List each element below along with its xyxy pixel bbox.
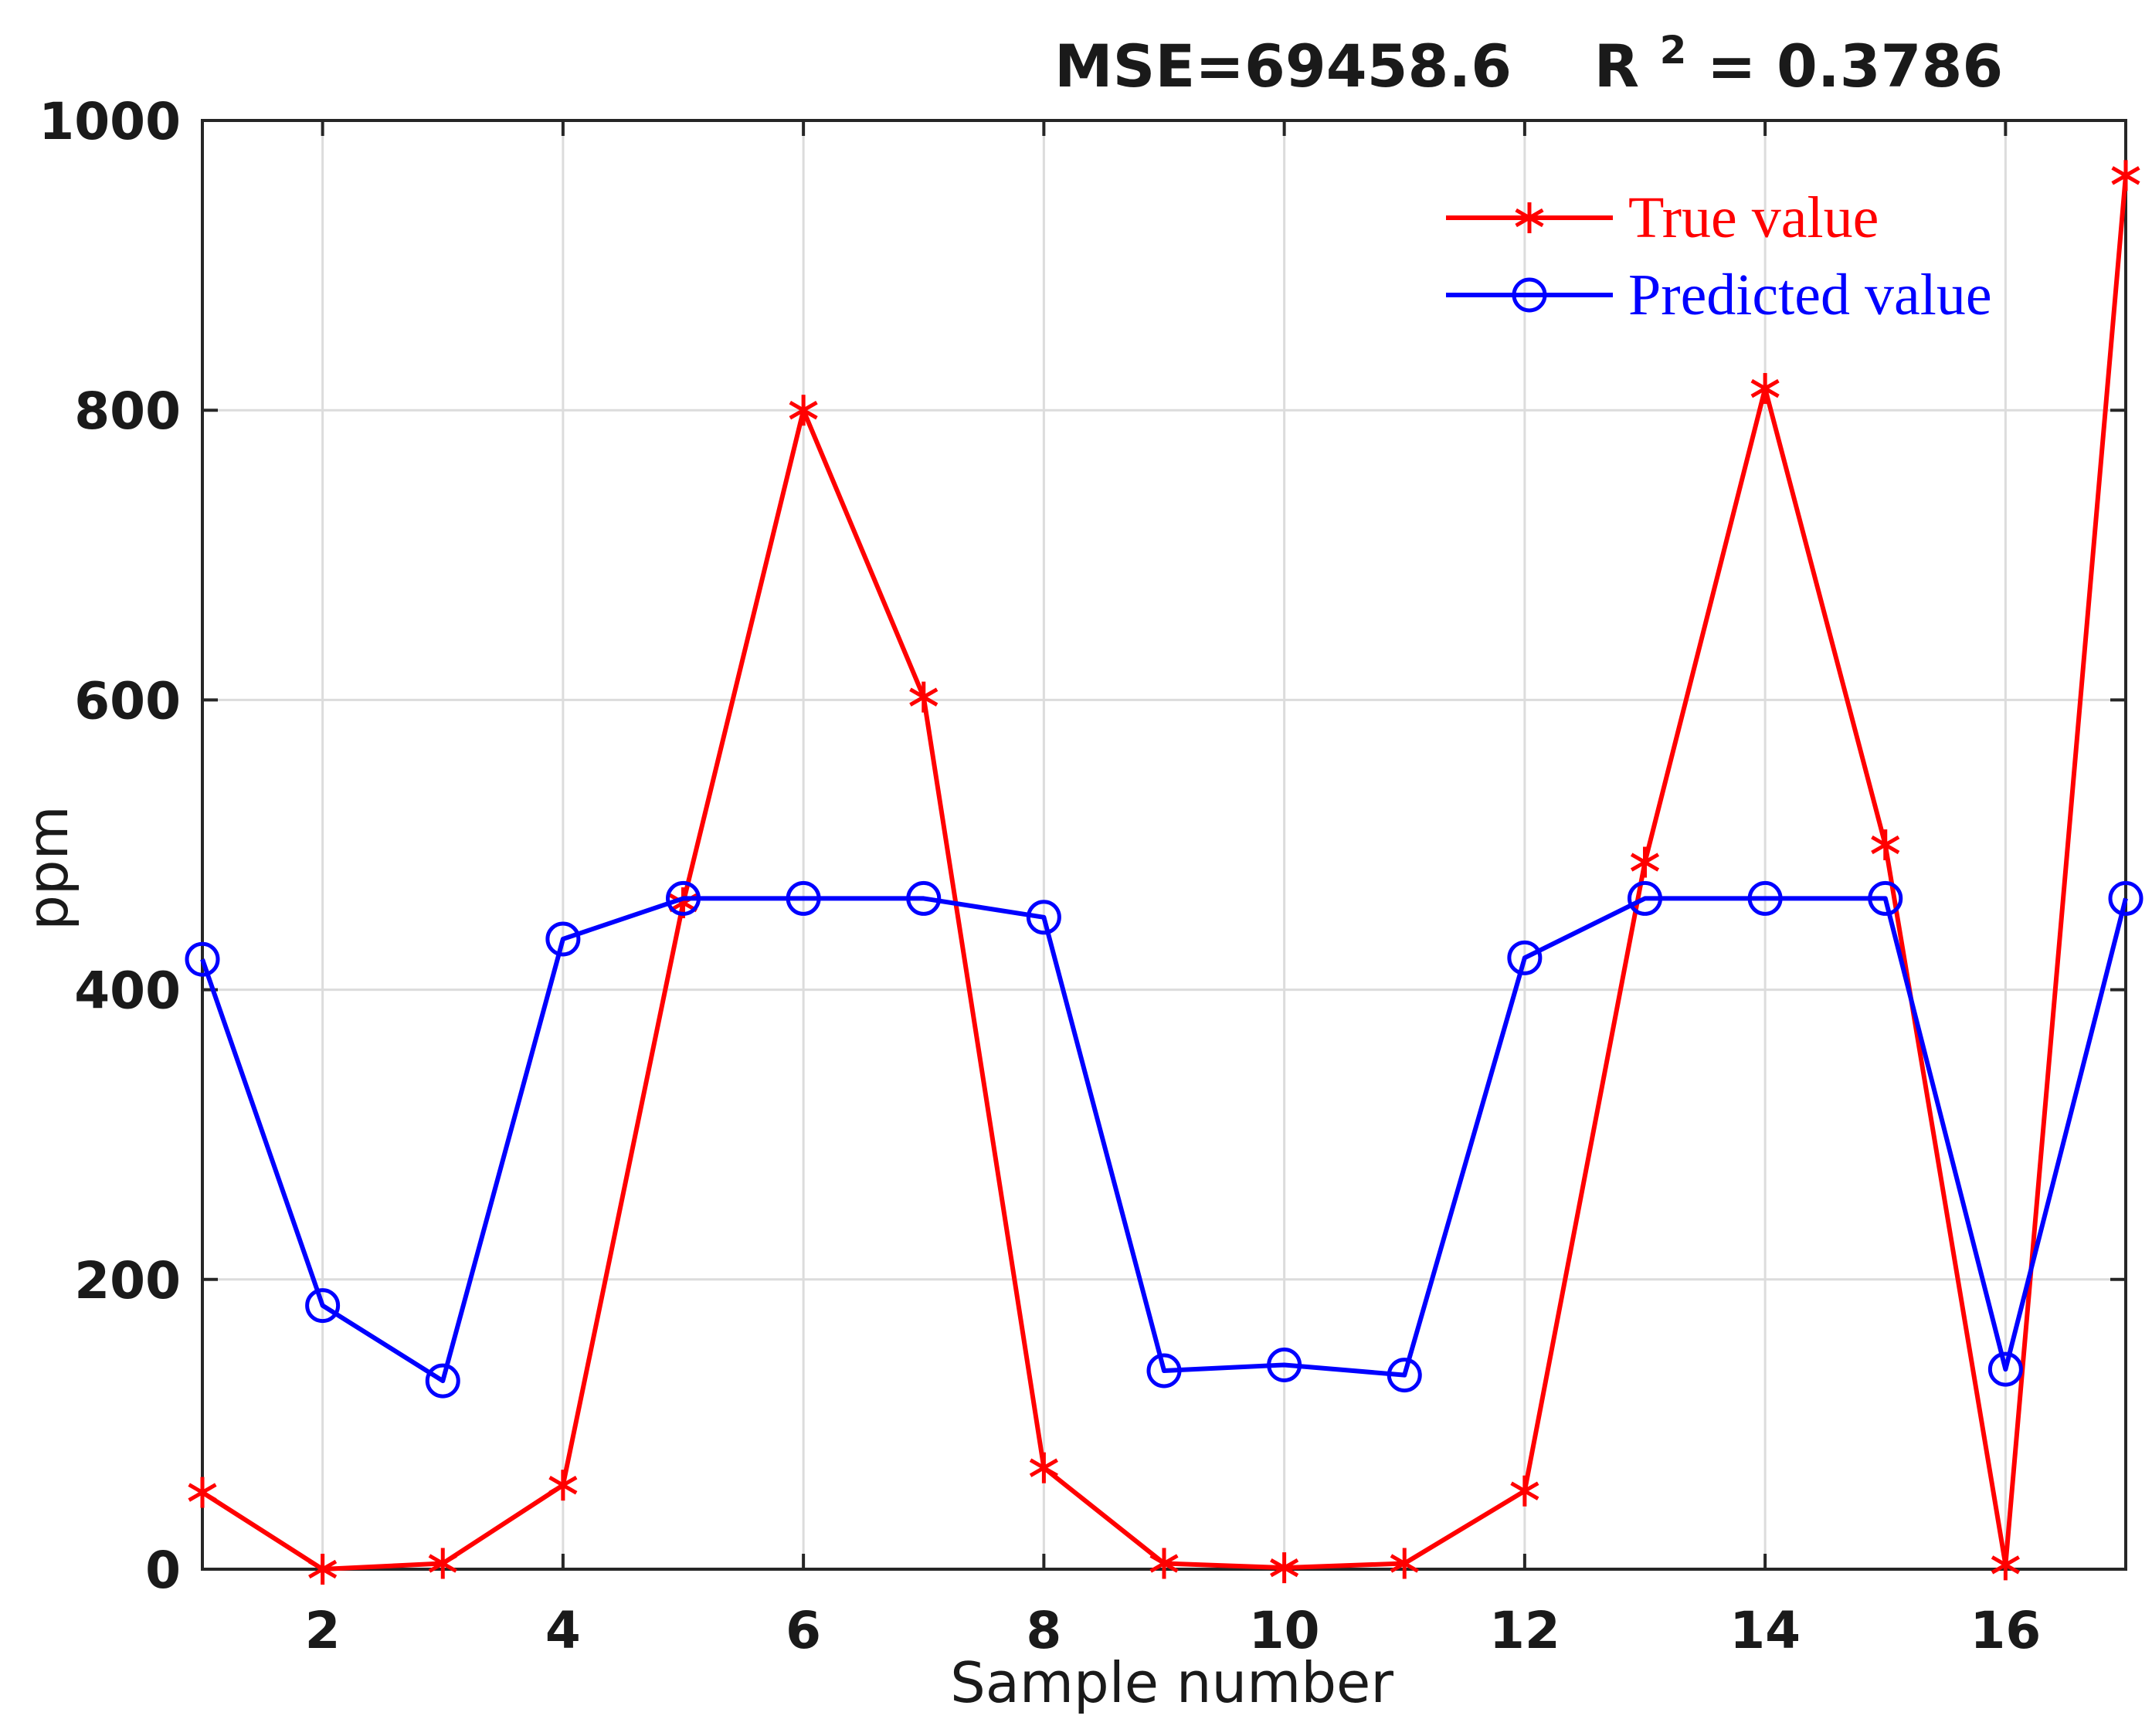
data-point — [1868, 880, 1903, 916]
data-point — [1871, 829, 1900, 860]
data-point — [1507, 940, 1543, 975]
series-predicted — [185, 880, 2144, 1399]
data-point — [1026, 900, 1061, 935]
data-point — [789, 395, 818, 426]
asterisk-stroke — [1029, 1458, 1058, 1477]
data-point — [545, 921, 581, 957]
asterisk-stroke — [428, 1554, 457, 1573]
data-point — [188, 1477, 217, 1508]
legend: True value Predicted value — [1446, 185, 1992, 327]
x-tick-label: 14 — [1729, 1601, 1801, 1660]
title-r-value: = 0.3786 — [1707, 32, 2003, 100]
legend-marker — [1512, 277, 1547, 313]
asterisk-stroke — [548, 1476, 578, 1495]
asterisk-stroke — [1750, 378, 1780, 398]
data-point — [666, 880, 701, 916]
series-layer — [185, 160, 2144, 1585]
x-tick-label: 10 — [1249, 1601, 1320, 1660]
x-axis-title: Sample number — [950, 1650, 1393, 1715]
legend-marker — [1515, 202, 1544, 233]
asterisk-stroke — [1390, 1554, 1419, 1573]
legend-label: True value — [1628, 185, 1879, 250]
x-tick-label: 16 — [1970, 1601, 2041, 1660]
data-point — [1987, 1351, 2023, 1387]
data-point — [2108, 880, 2144, 916]
y-tick-label: 600 — [74, 671, 181, 731]
y-tick-label: 0 — [145, 1541, 181, 1600]
data-point — [1387, 1358, 1422, 1393]
data-point — [1747, 880, 1783, 916]
asterisk-stroke — [188, 1483, 217, 1502]
series-true — [188, 160, 2140, 1585]
asterisk-stroke — [1149, 1554, 1179, 1573]
data-point — [909, 681, 939, 713]
y-axis-title: ppm — [15, 805, 80, 931]
y-tick-label: 200 — [74, 1251, 181, 1310]
x-tick-label: 12 — [1489, 1601, 1560, 1660]
data-point — [1630, 846, 1660, 878]
chart-title: MSE=69458.6 R 2 = 0.3786 — [1054, 8, 2003, 100]
legend-entry: Predicted value — [1446, 263, 1992, 327]
data-point — [906, 880, 942, 916]
data-point — [1270, 1552, 1299, 1584]
data-point — [1149, 1548, 1179, 1579]
title-mse: MSE=69458.6 — [1054, 32, 1512, 100]
asterisk-stroke — [1871, 835, 1900, 855]
data-point — [1029, 1452, 1058, 1483]
asterisk-stroke — [2111, 166, 2140, 185]
y-tick-label: 800 — [74, 381, 181, 441]
asterisk-stroke — [1510, 1481, 1539, 1500]
title-r-superscript: 2 — [1660, 28, 1687, 73]
asterisk-stroke — [1515, 208, 1544, 228]
data-point — [428, 1548, 457, 1579]
data-point — [308, 1554, 338, 1585]
axis-ticks: 2 4 6 8 10 12 14 16 0 200 400 600 800 1000 — [39, 92, 2126, 1660]
y-tick-label: 400 — [74, 961, 181, 1021]
data-point — [2111, 160, 2140, 192]
legend-label: Predicted value — [1628, 263, 1992, 327]
asterisk-stroke — [1270, 1558, 1299, 1578]
x-tick-label: 4 — [545, 1601, 581, 1660]
x-tick-label: 8 — [1026, 1601, 1061, 1660]
y-tick-label: 1000 — [39, 92, 181, 151]
data-point — [548, 1470, 578, 1501]
data-point — [1146, 1353, 1182, 1388]
legend-entry: True value — [1446, 185, 1879, 250]
data-point — [1267, 1347, 1302, 1382]
x-tick-label: 2 — [305, 1601, 341, 1660]
asterisk-stroke — [1991, 1555, 2020, 1575]
series-line — [200, 896, 2128, 1384]
x-tick-label: 6 — [786, 1601, 821, 1660]
data-point — [305, 1288, 341, 1324]
data-point — [425, 1363, 460, 1399]
title-r: R — [1594, 32, 1640, 100]
asterisk-stroke — [909, 687, 939, 707]
data-point — [1510, 1475, 1539, 1507]
data-point — [1991, 1549, 2020, 1581]
data-point — [1628, 880, 1662, 916]
asterisk-stroke — [308, 1559, 338, 1579]
asterisk-stroke — [1630, 853, 1660, 872]
data-point — [786, 880, 821, 916]
asterisk-stroke — [789, 401, 818, 420]
data-point — [1390, 1548, 1419, 1579]
data-point — [185, 941, 220, 977]
data-point — [1750, 373, 1780, 405]
